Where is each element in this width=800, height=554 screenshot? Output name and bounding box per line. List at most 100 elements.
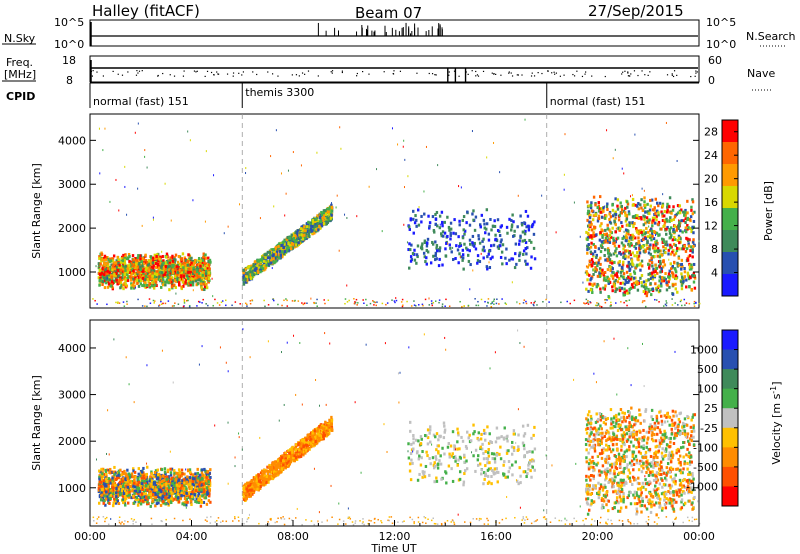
- echo-cell: [501, 262, 504, 266]
- y-tick-label: 4000: [58, 134, 86, 147]
- echo-cell: [491, 301, 494, 303]
- echo-cell: [623, 290, 626, 294]
- echo-cell: [608, 228, 611, 232]
- echo-cell: [533, 304, 535, 307]
- echo-cell: [327, 299, 330, 302]
- echo-cell: [162, 302, 164, 305]
- echo-cell: [475, 304, 477, 307]
- echo-cell: [438, 246, 442, 250]
- echo-cell: [106, 468, 109, 472]
- echo-cell: [609, 235, 613, 239]
- echo-cell: [97, 266, 101, 270]
- echo-cell: [103, 258, 106, 262]
- echo-cell: [138, 279, 141, 283]
- echo-cell: [670, 211, 673, 215]
- echo-cell: [659, 282, 663, 286]
- echo-cell: [514, 252, 517, 256]
- echo-cell: [144, 498, 147, 502]
- echo-cell: [646, 227, 648, 230]
- echo-cell: [413, 258, 417, 262]
- echo-cell: [104, 503, 107, 507]
- echo-cell: [691, 225, 694, 229]
- echo-cell: [468, 238, 472, 242]
- echo-cell: [196, 305, 198, 307]
- echo-cell: [674, 274, 678, 278]
- echo-cell: [530, 255, 533, 259]
- echo-cell: [126, 267, 129, 271]
- echo-cell: [587, 301, 589, 304]
- echo-cell: [634, 236, 637, 240]
- echo-cell: [628, 212, 631, 216]
- echo-cell: [650, 293, 653, 297]
- echo-cell: [173, 480, 177, 484]
- echo-cell: [662, 193, 664, 196]
- echo-cell: [206, 489, 209, 493]
- nave-point: [121, 74, 124, 76]
- echo-cell: [489, 257, 492, 261]
- echo-cell: [661, 218, 665, 222]
- echo-cell: [648, 208, 652, 212]
- echo-cell: [401, 305, 404, 308]
- echo-cell: [490, 305, 493, 308]
- echo-cell: [205, 150, 207, 153]
- echo-cell: [594, 266, 597, 270]
- echo-cell: [492, 300, 495, 302]
- echo-cell: [682, 277, 685, 281]
- echo-cell: [659, 259, 662, 263]
- echo-cell: [664, 303, 667, 306]
- echo-cell: [284, 214, 286, 217]
- echo-cell: [135, 492, 138, 496]
- echo-cell: [356, 215, 358, 218]
- echo-cell: [424, 260, 427, 264]
- echo-cell: [698, 302, 701, 305]
- echo-cell: [203, 281, 207, 285]
- echo-cell: [626, 202, 630, 206]
- echo-cell: [126, 270, 130, 274]
- echo-cell: [150, 278, 154, 282]
- echo-cell: [116, 302, 119, 304]
- echo-cell: [307, 232, 311, 236]
- echo-cell: [599, 290, 602, 294]
- echo-cell: [417, 223, 421, 227]
- echo-cell: [683, 267, 686, 271]
- echo-cell: [150, 472, 154, 476]
- echo-cell: [319, 220, 322, 224]
- echo-cell: [315, 215, 319, 219]
- echo-cell: [471, 243, 475, 247]
- echo-cell: [510, 225, 514, 229]
- echo-cell: [662, 245, 665, 249]
- echo-cell: [656, 201, 659, 205]
- echo-cell: [120, 482, 123, 486]
- echo-cell: [412, 209, 415, 213]
- echo-cell: [612, 236, 615, 240]
- echo-cell: [595, 268, 599, 272]
- nave-point: [694, 75, 696, 77]
- echo-cell: [496, 298, 498, 300]
- echo-cell: [641, 301, 644, 304]
- echo-cell: [622, 272, 626, 276]
- echo-cell: [608, 220, 612, 224]
- velocity-data: [92, 320, 701, 526]
- echo-cell: [656, 247, 660, 251]
- echo-cell: [178, 283, 181, 287]
- echo-cell: [144, 149, 146, 152]
- echo-cell: [137, 187, 139, 190]
- echo-cell: [642, 223, 646, 227]
- echo-cell: [667, 210, 670, 214]
- echo-cell: [292, 236, 296, 240]
- echo-cell: [294, 231, 297, 235]
- echo-cell: [195, 497, 198, 501]
- echo-cell: [115, 278, 118, 282]
- echo-cell: [622, 247, 625, 251]
- echo-cell: [638, 244, 641, 248]
- echo-cell: [607, 235, 609, 238]
- echo-cell: [268, 261, 272, 265]
- echo-cell: [669, 243, 672, 247]
- nave-point: [90, 70, 93, 72]
- echo-cell: [126, 303, 128, 305]
- echo-cell: [449, 233, 452, 237]
- echo-cell: [428, 304, 431, 306]
- echo-cell: [644, 283, 647, 287]
- echo-cell: [180, 490, 183, 494]
- echo-cell: [591, 260, 595, 264]
